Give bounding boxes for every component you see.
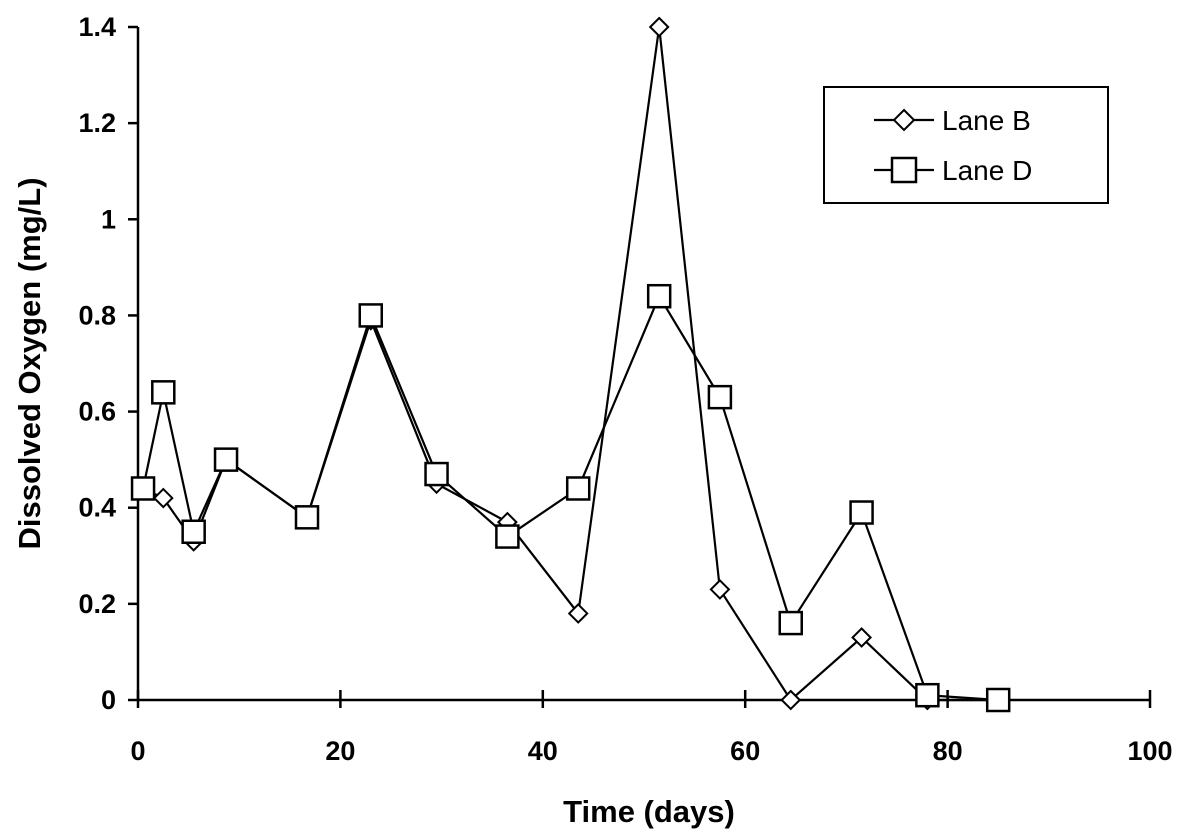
ticks: 0 0.2 0.4 0.6 0.8 1 1.2 1.4 0 20 40 60 80 100 (78, 12, 1172, 766)
x-tick-label: 80 (933, 736, 963, 766)
y-tick-label: 0.4 (78, 493, 116, 523)
legend-box (823, 86, 1109, 204)
x-tick-label: 60 (730, 736, 760, 766)
data-point (152, 487, 174, 509)
x-axis-title: Time (days) (563, 794, 735, 829)
data-point (646, 283, 672, 309)
y-tick-label: 0 (101, 685, 116, 715)
data-point (915, 682, 940, 708)
y-tick-label: 1.2 (78, 108, 116, 138)
data-point (213, 447, 239, 472)
y-tick-label: 0.2 (78, 589, 116, 619)
y-tick-label: 0.8 (78, 300, 116, 330)
x-tick-label: 40 (528, 736, 558, 766)
data-point (778, 610, 803, 636)
x-tick-label: 20 (325, 736, 355, 766)
series-lane-d (130, 283, 1011, 713)
data-point (849, 500, 874, 525)
data-point (181, 519, 206, 544)
legend-marker (890, 156, 918, 184)
data-point (648, 16, 670, 38)
x-tick-label: 0 (130, 736, 145, 766)
data-point (985, 687, 1011, 713)
data-point (294, 505, 320, 530)
data-point (851, 627, 872, 648)
y-axis-title: Dissolved Oxygen (mg/L) (12, 177, 47, 549)
data-point (151, 380, 176, 405)
legend-marker (892, 108, 916, 132)
legend-label: Lane D (942, 155, 1032, 186)
y-tick-label: 1 (101, 204, 116, 234)
y-tick-label: 0.6 (78, 397, 116, 427)
series-layer (130, 16, 1011, 713)
data-point (709, 579, 731, 600)
data-point (565, 476, 591, 501)
data-point (567, 603, 589, 624)
legend: Lane B Lane D (823, 86, 1109, 204)
data-point (358, 303, 384, 328)
y-tick-label: 1.4 (78, 12, 116, 42)
data-point (495, 524, 520, 549)
data-point (424, 461, 449, 487)
data-point (707, 384, 733, 410)
x-tick-label: 100 (1127, 736, 1172, 766)
legend-label: Lane B (942, 105, 1031, 136)
data-point (130, 476, 156, 501)
data-point (780, 689, 802, 711)
